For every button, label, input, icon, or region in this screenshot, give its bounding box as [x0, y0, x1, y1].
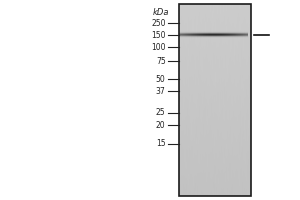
Text: 37: 37 — [156, 86, 166, 96]
Text: 20: 20 — [156, 120, 166, 130]
Text: 50: 50 — [156, 74, 166, 84]
Text: 150: 150 — [151, 30, 166, 40]
Text: 100: 100 — [151, 43, 166, 51]
Bar — [178, 4, 250, 196]
Text: 15: 15 — [156, 140, 166, 148]
Text: 250: 250 — [151, 19, 166, 27]
Text: 75: 75 — [156, 56, 166, 66]
Text: 25: 25 — [156, 108, 166, 117]
Text: kDa: kDa — [152, 8, 169, 17]
